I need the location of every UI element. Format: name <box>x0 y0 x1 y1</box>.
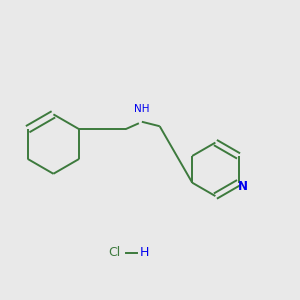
Text: NH: NH <box>134 104 150 114</box>
Text: H: H <box>140 246 149 259</box>
Text: Cl: Cl <box>108 246 121 259</box>
Text: N: N <box>238 180 248 193</box>
